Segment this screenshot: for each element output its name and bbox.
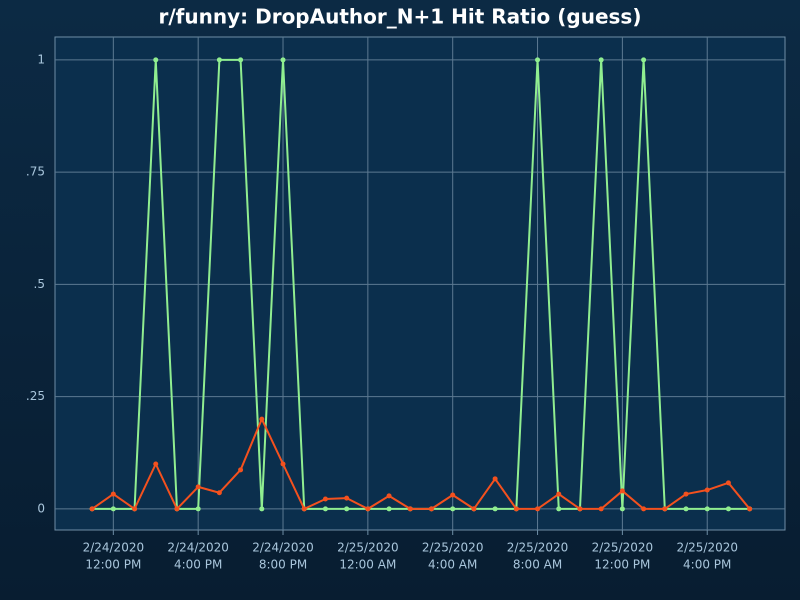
data-point [407,506,413,512]
x-tick-label: 2/25/2020 [592,541,654,555]
data-point [238,467,244,473]
data-point [216,490,222,496]
data-point [153,461,159,467]
data-point [683,491,689,497]
data-point [450,506,456,512]
data-point [725,506,731,512]
x-tick-label: 4:00 AM [428,558,477,572]
y-tick-label: .75 [26,165,45,179]
x-tick-label: 12:00 PM [594,558,650,572]
data-point [195,506,201,512]
x-tick-label: 12:00 PM [85,558,141,572]
data-point [556,506,562,512]
data-point [428,506,434,512]
x-tick-label: 2/25/2020 [507,541,569,555]
data-point [89,506,95,512]
data-point [492,476,498,482]
x-tick-label: 4:00 PM [174,558,222,572]
data-point [110,491,116,497]
data-point [598,57,604,63]
x-tick-label: 2/25/2020 [676,541,738,555]
data-point [471,506,477,512]
x-tick-label: 2/25/2020 [337,541,399,555]
data-point [153,57,159,63]
series-line [91,418,751,510]
data-point [577,506,583,512]
data-point [535,506,541,512]
data-point [110,506,116,512]
data-point [322,496,328,502]
data-point [280,57,286,63]
data-point [386,506,392,512]
data-point [747,506,753,512]
data-point [683,506,689,512]
data-point [725,480,731,486]
x-tick-label: 8:00 PM [259,558,307,572]
data-point [598,506,604,512]
data-point [238,57,244,63]
data-point [386,493,392,499]
data-point [619,506,625,512]
data-point [322,506,328,512]
data-point [450,492,456,498]
x-tick-label: 2/24/2020 [252,541,314,555]
data-point [259,416,265,422]
chart-title: r/funny: DropAuthor_N+1 Hit Ratio (guess… [159,5,642,29]
data-point [259,506,265,512]
data-point [132,506,138,512]
data-point [535,57,541,63]
data-point [365,506,371,512]
data-point [704,487,710,493]
data-point [195,484,201,490]
data-point [216,57,222,63]
data-point [619,488,625,494]
data-point [344,495,350,501]
x-tick-label: 2/25/2020 [422,541,484,555]
x-tick-label: 12:00 AM [339,558,396,572]
x-tick-label: 4:00 PM [683,558,731,572]
data-point [174,506,180,512]
data-point [492,506,498,512]
data-point [641,506,647,512]
x-tick-label: 8:00 AM [513,558,562,572]
y-tick-label: 0 [37,501,45,515]
data-point [662,506,668,512]
data-point [704,506,710,512]
data-point [556,491,562,497]
y-tick-label: .5 [34,277,45,291]
data-point [344,506,350,512]
y-tick-label: 1 [37,52,45,66]
y-tick-label: .25 [26,389,45,403]
data-point [513,506,519,512]
data-point [280,461,286,467]
x-tick-label: 2/24/2020 [167,541,229,555]
data-point [641,57,647,63]
data-point [301,506,307,512]
x-tick-label: 2/24/2020 [83,541,145,555]
plot-area [54,36,786,531]
